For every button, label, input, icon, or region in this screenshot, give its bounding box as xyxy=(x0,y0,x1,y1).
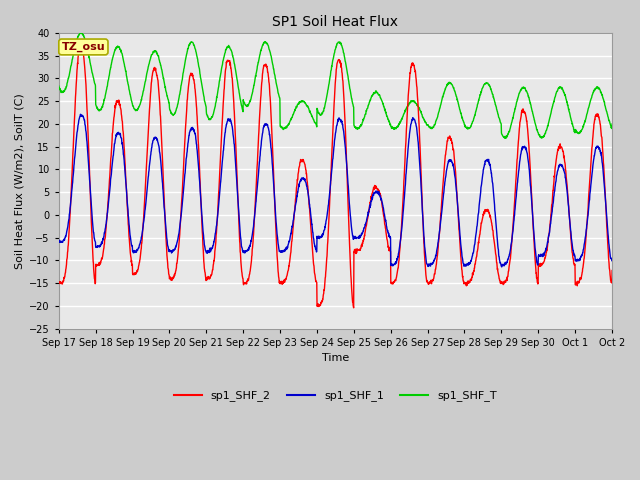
Text: TZ_osu: TZ_osu xyxy=(61,42,105,52)
Legend: sp1_SHF_2, sp1_SHF_1, sp1_SHF_T: sp1_SHF_2, sp1_SHF_1, sp1_SHF_T xyxy=(170,386,501,406)
Y-axis label: Soil Heat Flux (W/m2), SoilT (C): Soil Heat Flux (W/m2), SoilT (C) xyxy=(15,93,25,269)
X-axis label: Time: Time xyxy=(322,353,349,363)
Title: SP1 Soil Heat Flux: SP1 Soil Heat Flux xyxy=(273,15,398,29)
